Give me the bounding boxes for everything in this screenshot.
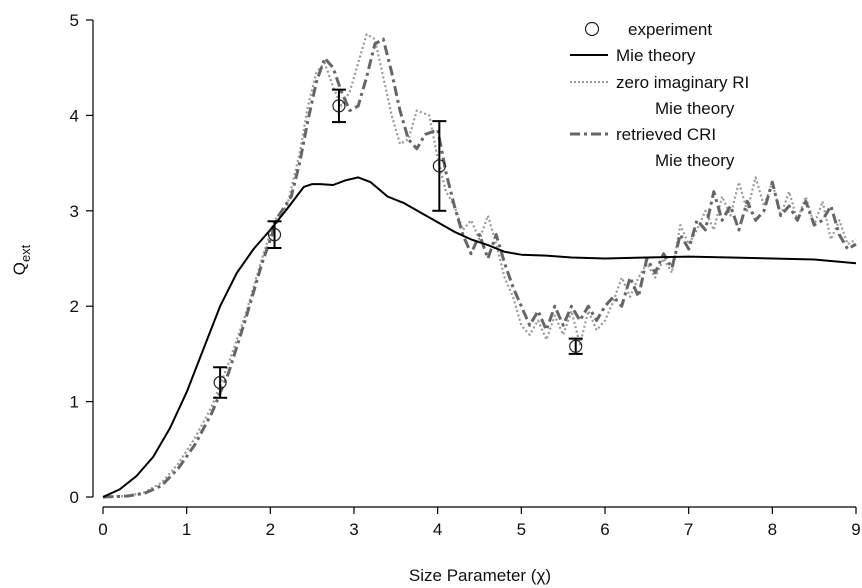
legend-entry-mie: Mie theory — [570, 46, 696, 65]
experiment-marker — [332, 99, 346, 113]
y-tick-label: 0 — [70, 488, 79, 507]
x-tick-label: 5 — [517, 520, 526, 539]
x-tick-label: 9 — [851, 520, 860, 539]
x-tick-label: 6 — [600, 520, 609, 539]
experiment-point — [213, 366, 228, 399]
experiment-point — [267, 220, 282, 250]
x-tick-label: 2 — [266, 520, 275, 539]
legend-entry-zero-imag: zero imaginary RI Mie theory — [570, 73, 749, 118]
legend-label-zero-imag-cont: Mie theory — [655, 99, 735, 118]
legend-label-retrieved-cri-cont: Mie theory — [655, 151, 735, 170]
legend-label-retrieved-cri: retrieved CRI — [616, 125, 716, 144]
legend: experiment Mie theory zero imaginary RI … — [570, 20, 749, 170]
legend-entry-experiment: experiment — [584, 20, 712, 39]
series-line-retrieved-cri — [102, 37, 857, 499]
x-axis: 0 1 2 3 4 5 6 7 8 9 — [98, 506, 861, 539]
y-axis-title: Qext — [10, 244, 33, 275]
experiment-point — [432, 120, 447, 212]
y-tick-label: 4 — [70, 106, 79, 125]
plot-area — [102, 33, 857, 499]
x-tick-label: 0 — [98, 520, 107, 539]
y-tick-label: 1 — [70, 393, 79, 412]
experiment-point — [331, 88, 346, 124]
series-line-mie-theory — [102, 176, 857, 498]
legend-marker-experiment — [584, 21, 600, 37]
y-tick-label: 3 — [70, 202, 79, 221]
legend-entry-retrieved-cri: retrieved CRI Mie theory — [570, 125, 735, 170]
x-tick-label: 7 — [684, 520, 693, 539]
x-tick-label: 3 — [349, 520, 358, 539]
x-tick-label: 8 — [768, 520, 777, 539]
x-axis-title: Size Parameter (χ) — [409, 566, 551, 585]
series-line-zero-imaginary-ri — [102, 33, 857, 499]
y-axis: 0 1 2 3 4 5 — [70, 11, 94, 507]
experiment-point — [568, 337, 583, 355]
legend-label-zero-imag: zero imaginary RI — [616, 73, 749, 92]
experiment-marker — [569, 339, 583, 353]
experiment-marker — [432, 159, 446, 173]
y-tick-label: 5 — [70, 11, 79, 30]
x-tick-label: 4 — [433, 520, 442, 539]
legend-label-mie: Mie theory — [616, 46, 696, 65]
y-tick-label: 2 — [70, 297, 79, 316]
experiment-marker — [267, 228, 282, 242]
legend-label-experiment: experiment — [628, 20, 712, 39]
experiment-marker — [213, 375, 227, 390]
x-tick-label: 1 — [182, 520, 191, 539]
